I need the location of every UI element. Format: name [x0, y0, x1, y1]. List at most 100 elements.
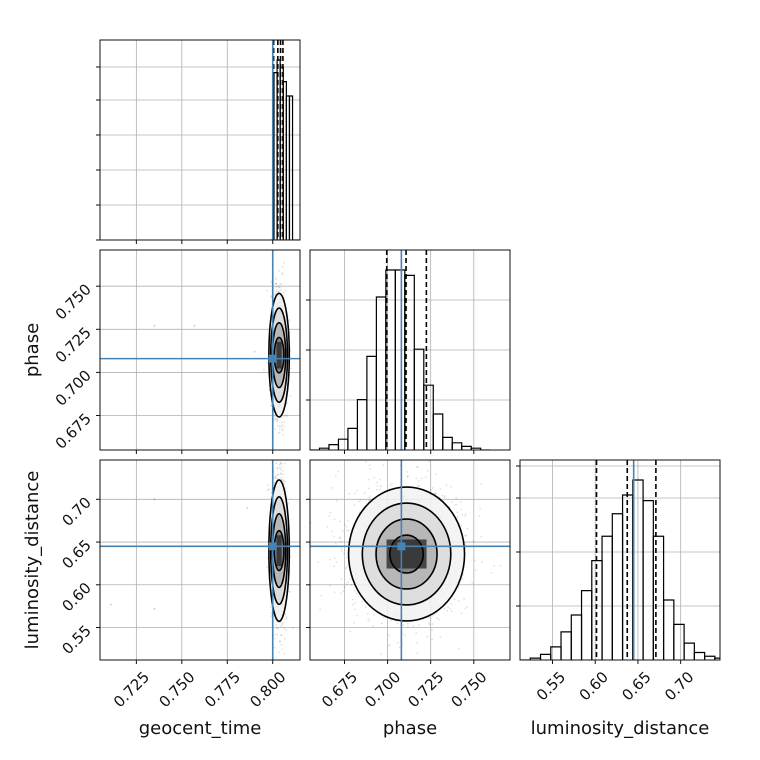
sample-point: [275, 282, 277, 285]
sample-point: [363, 492, 366, 494]
sample-point: [274, 277, 277, 279]
histogram-bar: [470, 447, 482, 450]
sample-point: [349, 630, 352, 633]
contour-line: [269, 496, 289, 606]
sample-point: [329, 511, 332, 514]
x-tick-label: 0.750: [155, 668, 198, 711]
sample-point: [281, 428, 284, 431]
sample-point: [287, 502, 290, 505]
sample-point: [466, 527, 469, 530]
y-tick-label: 0.60: [58, 579, 94, 615]
sample-point: [340, 578, 343, 580]
sample-point: [275, 290, 277, 293]
sample-point: [367, 478, 370, 481]
sample-point: [418, 624, 421, 626]
sample-point: [273, 417, 276, 420]
sample-point: [275, 627, 278, 629]
sample-point: [320, 594, 323, 597]
sample-point: [335, 499, 338, 502]
sample-point: [281, 424, 284, 426]
truth-marker: [397, 542, 406, 551]
sample-point: [472, 540, 475, 543]
sample-point: [460, 524, 463, 527]
sample-point: [275, 418, 278, 420]
sample-point: [273, 637, 276, 640]
sample-point: [380, 653, 382, 656]
truth-marker: [268, 542, 277, 551]
sample-point: [450, 486, 453, 488]
sample-point: [285, 487, 287, 490]
sample-point: [330, 487, 333, 489]
y-tick-label: 0.675: [52, 410, 95, 453]
sample-point: [412, 625, 415, 627]
sample-point: [283, 262, 286, 264]
sample-point: [351, 598, 354, 601]
sample-point: [278, 463, 281, 466]
sample-point: [286, 617, 288, 620]
sample-point: [330, 530, 333, 533]
sample-point: [441, 494, 444, 497]
x-tick-label: 0.800: [246, 668, 289, 711]
sample-point: [276, 474, 279, 476]
sample-point: [464, 515, 466, 517]
sample-point: [285, 402, 288, 405]
sample-point: [335, 561, 338, 563]
sample-point: [397, 642, 399, 644]
sample-point: [275, 624, 277, 626]
sample-point: [356, 614, 358, 617]
sample-point: [275, 462, 278, 465]
sample-point: [270, 295, 273, 297]
sample-point: [461, 514, 464, 516]
sample-point: [453, 598, 456, 601]
contour-line: [375, 518, 438, 590]
sample-point: [389, 484, 392, 487]
sample-point: [317, 561, 319, 564]
sample-point: [280, 643, 283, 646]
sample-point: [439, 488, 442, 490]
sample-point: [328, 515, 331, 518]
sample-point: [280, 648, 283, 651]
sample-point: [434, 493, 437, 495]
sample-point: [109, 603, 112, 606]
y-tick-label: 0.725: [52, 323, 95, 366]
x-tick-label: 0.55: [533, 668, 569, 704]
histogram-bar: [580, 590, 593, 660]
sample-point: [353, 622, 355, 624]
sample-point: [368, 498, 371, 501]
sample-point: [280, 283, 283, 285]
density-core: [276, 341, 282, 369]
sample-point: [431, 487, 434, 489]
sample-point: [404, 634, 407, 636]
sample-point: [450, 603, 453, 606]
sample-point: [279, 447, 281, 449]
sample-point: [279, 286, 281, 289]
x-tick-label: 0.70: [661, 668, 697, 704]
scatter-panel-phase-vs-luminosity_distance: [306, 459, 511, 664]
sample-point: [273, 646, 276, 649]
histogram-bar: [693, 651, 706, 660]
sample-point: [282, 440, 284, 442]
sample-point: [340, 550, 343, 553]
sample-point: [283, 296, 286, 299]
sample-point: [267, 484, 269, 487]
sample-point: [458, 647, 460, 650]
histogram-bar: [366, 355, 377, 450]
sample-point: [345, 566, 348, 569]
sample-point: [289, 590, 291, 593]
sample-point: [280, 476, 283, 479]
sample-point: [338, 536, 341, 539]
sample-point: [446, 610, 449, 612]
sample-point: [282, 480, 285, 482]
sample-point: [464, 543, 467, 546]
sample-point: [281, 623, 283, 626]
sample-point: [277, 432, 280, 434]
sample-point: [276, 419, 279, 421]
sample-point: [354, 492, 357, 495]
sample-point: [333, 565, 335, 568]
sample-point: [457, 516, 459, 518]
sample-point: [340, 592, 342, 595]
sample-point: [449, 607, 452, 610]
sample-point: [378, 488, 381, 491]
histogram-panel-phase: [306, 249, 511, 454]
scatter-panel-geocent_time-vs-luminosity_distance: [96, 440, 301, 664]
